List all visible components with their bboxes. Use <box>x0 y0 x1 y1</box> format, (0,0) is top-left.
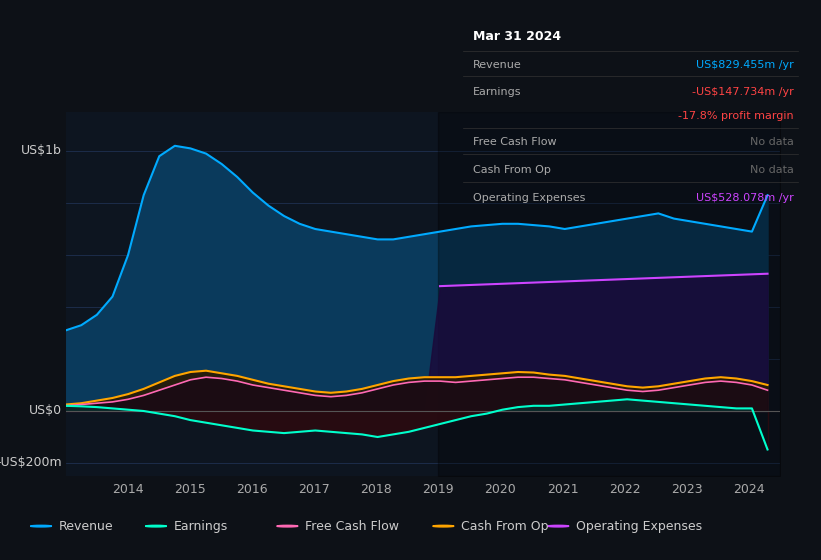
Circle shape <box>145 525 167 527</box>
Text: Free Cash Flow: Free Cash Flow <box>305 520 399 533</box>
Text: Revenue: Revenue <box>59 520 114 533</box>
Text: US$829.455m /yr: US$829.455m /yr <box>696 59 794 69</box>
Text: -17.8% profit margin: -17.8% profit margin <box>678 111 794 121</box>
Text: Operating Expenses: Operating Expenses <box>576 520 703 533</box>
Text: Free Cash Flow: Free Cash Flow <box>473 137 557 147</box>
Text: Earnings: Earnings <box>473 87 521 97</box>
Circle shape <box>433 525 454 527</box>
Text: Cash From Op: Cash From Op <box>473 165 551 175</box>
Text: US$1b: US$1b <box>21 144 62 157</box>
Text: Mar 31 2024: Mar 31 2024 <box>473 30 562 43</box>
Text: US$0: US$0 <box>29 404 62 418</box>
Circle shape <box>548 525 569 527</box>
Text: No data: No data <box>750 165 794 175</box>
Text: Revenue: Revenue <box>473 59 522 69</box>
Text: -US$200m: -US$200m <box>0 456 62 469</box>
Text: No data: No data <box>750 137 794 147</box>
Text: Earnings: Earnings <box>174 520 228 533</box>
Text: US$528.078m /yr: US$528.078m /yr <box>696 193 794 203</box>
Text: -US$147.734m /yr: -US$147.734m /yr <box>692 87 794 97</box>
Text: Cash From Op: Cash From Op <box>461 520 549 533</box>
Circle shape <box>277 525 298 527</box>
Text: Operating Expenses: Operating Expenses <box>473 193 585 203</box>
Circle shape <box>30 525 52 527</box>
